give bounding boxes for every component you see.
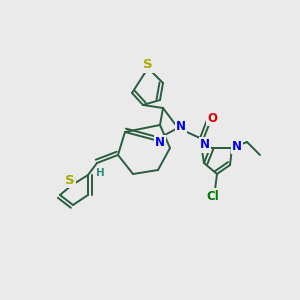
Text: O: O — [207, 112, 217, 124]
Text: N: N — [200, 139, 210, 152]
Text: Cl: Cl — [207, 190, 219, 202]
Text: S: S — [143, 58, 153, 71]
Text: S: S — [65, 173, 75, 187]
Text: N: N — [232, 140, 242, 152]
Text: N: N — [155, 136, 165, 149]
Text: N: N — [176, 119, 186, 133]
Text: H: H — [96, 168, 104, 178]
